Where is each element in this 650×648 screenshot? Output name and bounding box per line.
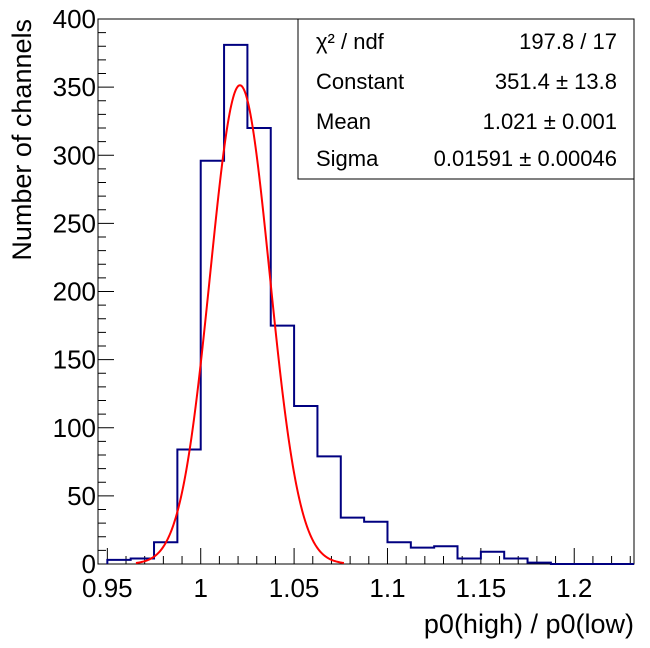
y-tick-label: 300 [53,140,96,170]
stats-box-frame [297,18,635,180]
stats-label-chi2: χ² / ndf [316,29,385,54]
histogram-bin [341,518,364,564]
gaussian-fit-curve [135,84,345,564]
y-tick-label: 400 [53,4,96,34]
x-tick-label: 1 [193,573,207,603]
stats-label-mean: Mean [316,109,371,134]
y-tick-label: 150 [53,345,96,375]
x-tick-label: 0.95 [82,573,133,603]
x-axis-title: p0(high) / p0(low) [424,609,634,639]
histogram-bin [177,450,200,564]
histogram-bin [247,128,270,564]
y-tick-label: 200 [53,277,96,307]
stats-value-constant: 351.4 ± 13.8 [495,69,617,94]
stats-label-constant: Constant [316,69,404,94]
histogram-bin [364,522,387,564]
histogram-outline [106,43,634,565]
y-tick-label: 350 [53,72,96,102]
y-tick-label: 100 [53,413,96,443]
x-tick-label: 1.2 [556,573,592,603]
x-tick-label: 1.1 [369,573,405,603]
x-tick-labels: 0.95 1 1.05 1.1 1.15 1.2 [82,573,592,603]
x-tick-label: 1.15 [456,573,507,603]
y-tick-labels: 0 50 100 150 200 250 300 350 400 [53,4,96,579]
histogram-bin [411,548,434,564]
stats-box: χ² / ndf 197.8 / 17 Constant 351.4 ± 13.… [297,18,635,180]
x-tick-label: 1.05 [269,573,320,603]
y-tick-label: 0 [82,549,96,579]
histogram-bin [481,552,504,564]
histogram-bin [271,326,294,564]
histogram-bin [201,161,224,564]
y-axis-title: Number of channels [7,19,37,261]
histogram-bin [294,406,317,564]
stats-value-mean: 1.021 ± 0.001 [483,109,617,134]
histogram-bin [387,542,410,564]
histogram-bin [434,546,457,564]
stats-label-sigma: Sigma [316,146,379,171]
y-tick-label: 250 [53,208,96,238]
histogram-bin [317,456,340,564]
y-tick-label: 50 [67,481,96,511]
stats-value-chi2: 197.8 / 17 [519,29,617,54]
stats-value-sigma: 0.01591 ± 0.00046 [434,146,617,171]
